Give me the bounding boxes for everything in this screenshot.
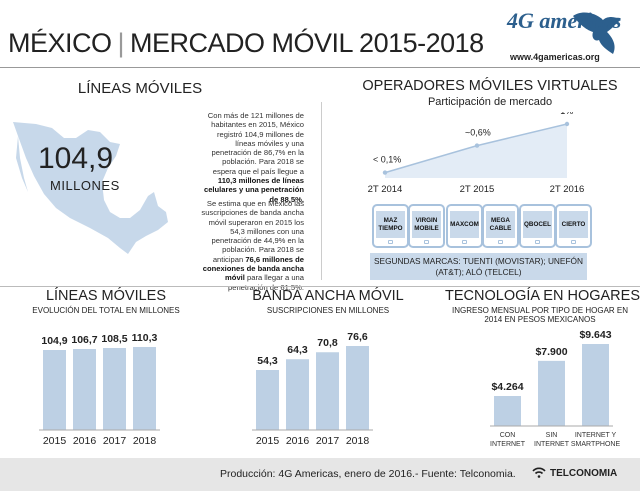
paragraph-banda: Se estima que en México las suscripcione… [201, 199, 304, 292]
phone-icon: CIERTO [555, 204, 592, 248]
x-tick-label: 2017 [316, 435, 340, 447]
operator-label: MAXCOM [450, 211, 479, 238]
bar [256, 370, 279, 430]
bar-value-label: 104,9 [41, 335, 67, 347]
chart1-title: LÍNEAS MÓVILES [45, 288, 167, 304]
logo-url[interactable]: www.4gamericas.org [510, 52, 600, 62]
x-tick-label: 2017 [103, 435, 127, 447]
chart2-svg: 54,3 2015 64,3 2016 70,8 2017 76,6 2018 [252, 331, 373, 447]
bar [582, 344, 609, 426]
x-tick-label: 2016 [73, 435, 97, 447]
x-tick-label: 2015 [43, 435, 67, 447]
bar [103, 348, 126, 430]
omv-x-label: 2T 2016 [550, 184, 585, 195]
operator-label: MEGA CABLE [486, 211, 515, 238]
paragraph-lineas: Con más de 121 millones de habitantes en… [203, 111, 304, 204]
operator-label: MAZ TIEMPO [376, 211, 405, 238]
bar [346, 346, 369, 430]
chart2-title: BANDA ANCHA MÓVIL [252, 288, 404, 304]
chart1-svg: 104,9 2015 106,7 2016 108,5 2017 110,3 2018 [39, 332, 160, 447]
bar [73, 349, 96, 430]
omv-point [474, 143, 480, 148]
bar [43, 350, 66, 430]
bar-value-label: 106,7 [71, 334, 97, 346]
omv-point [382, 170, 388, 175]
bar-value-label: $7.900 [535, 346, 567, 358]
omv-x-label: 2T 2014 [368, 184, 403, 195]
footer [0, 458, 640, 491]
bar-value-label: 70,8 [317, 337, 338, 349]
bar [286, 359, 309, 430]
chart3-svg: $4.264 CON INTERNET $7.900 SIN INTERNET $9.643… [490, 329, 621, 448]
phone-icon: QBOCEL [519, 204, 556, 248]
bar [133, 347, 156, 430]
bar-value-label: 76,6 [347, 331, 368, 343]
bar [538, 360, 565, 426]
section-divider [321, 102, 322, 280]
bar-value-label: $9.643 [579, 329, 611, 341]
x-tick-label: 2018 [133, 435, 157, 447]
big-number: 104,9 [38, 142, 114, 175]
bar-value-label: 108,5 [101, 333, 127, 345]
x-tick-label: 2015 [256, 435, 280, 447]
bar-value-label: 64,3 [287, 344, 308, 356]
operator-label: QBOCEL [523, 211, 552, 238]
x-tick-label: CON [500, 432, 516, 439]
x-tick-label: 2016 [286, 435, 310, 447]
omv-subtitle: Participación de mercado [427, 96, 553, 108]
x-tick-label: INTERNET [490, 441, 526, 448]
omv-line-chart: < 0,1% 2T 2014 ~0,6% 2T 2015 ~1% 2T 2016 [368, 112, 585, 195]
omv-value-label: ~0,6% [465, 128, 491, 138]
segundas-marcas: SEGUNDAS MARCAS: TUENTI (MOVISTAR); UNEF… [370, 253, 587, 280]
chart1-subtitle: EVOLUCIÓN DEL TOTAL EN MILLONES [32, 306, 180, 315]
phone-icon: VIRGIN MOBILE [408, 204, 445, 248]
footer-text: Producción: 4G Americas, enero de 2016.-… [220, 468, 516, 480]
globe-americas-icon: 4G americas [506, 8, 621, 54]
chart2-subtitle: SUSCRIPCIONES EN MILLONES [266, 306, 390, 315]
chart3-title: TECNOLOGÍA EN HOGARES [445, 288, 640, 304]
phone-icon: MAZ TIEMPO [372, 204, 409, 248]
header-divider [0, 67, 640, 68]
x-tick-label: SIN [546, 432, 558, 439]
operator-label: VIRGIN MOBILE [412, 211, 441, 238]
bar-value-label: 54,3 [257, 355, 278, 367]
operator-label: CIERTO [559, 211, 588, 238]
chart3-subtitle-2: 2014 EN PESOS MEXICANOS [484, 315, 596, 324]
omv-x-label: 2T 2015 [460, 184, 495, 195]
wifi-icon [532, 467, 546, 478]
x-tick-label: INTERNET Y [575, 432, 617, 439]
omv-value-label: < 0,1% [373, 155, 401, 165]
omv-title: OPERADORES MÓVILES VIRTUALES [362, 78, 618, 94]
chart3-subtitle-1: INGRESO MENSUAL POR TIPO DE HOGAR EN [451, 306, 629, 315]
omv-value-label: ~1% [555, 112, 573, 116]
omv-point [564, 121, 570, 127]
telconomia-logo: TELCONOMIA [532, 466, 617, 479]
x-tick-label: INTERNET [534, 441, 570, 448]
logo-mark: 4G americas [506, 8, 621, 33]
mid-divider [0, 286, 640, 287]
page-title: MÉXICO | MERCADO MÓVIL 2015-2018 [8, 28, 484, 58]
x-tick-label: SMARTPHONE [571, 441, 621, 448]
x-tick-label: 2018 [346, 435, 370, 447]
omv-area [385, 124, 567, 178]
phone-icon: MEGA CABLE [482, 204, 519, 248]
lineas-title: LÍNEAS MÓVILES [77, 80, 203, 97]
bar-value-label: $4.264 [491, 381, 523, 393]
phone-icon: MAXCOM [446, 204, 483, 248]
bar [494, 396, 521, 426]
mexico-map-icon [13, 122, 168, 254]
bar-value-label: 110,3 [132, 332, 158, 344]
big-number-unit: MILLONES [50, 178, 120, 193]
bar [316, 352, 339, 430]
